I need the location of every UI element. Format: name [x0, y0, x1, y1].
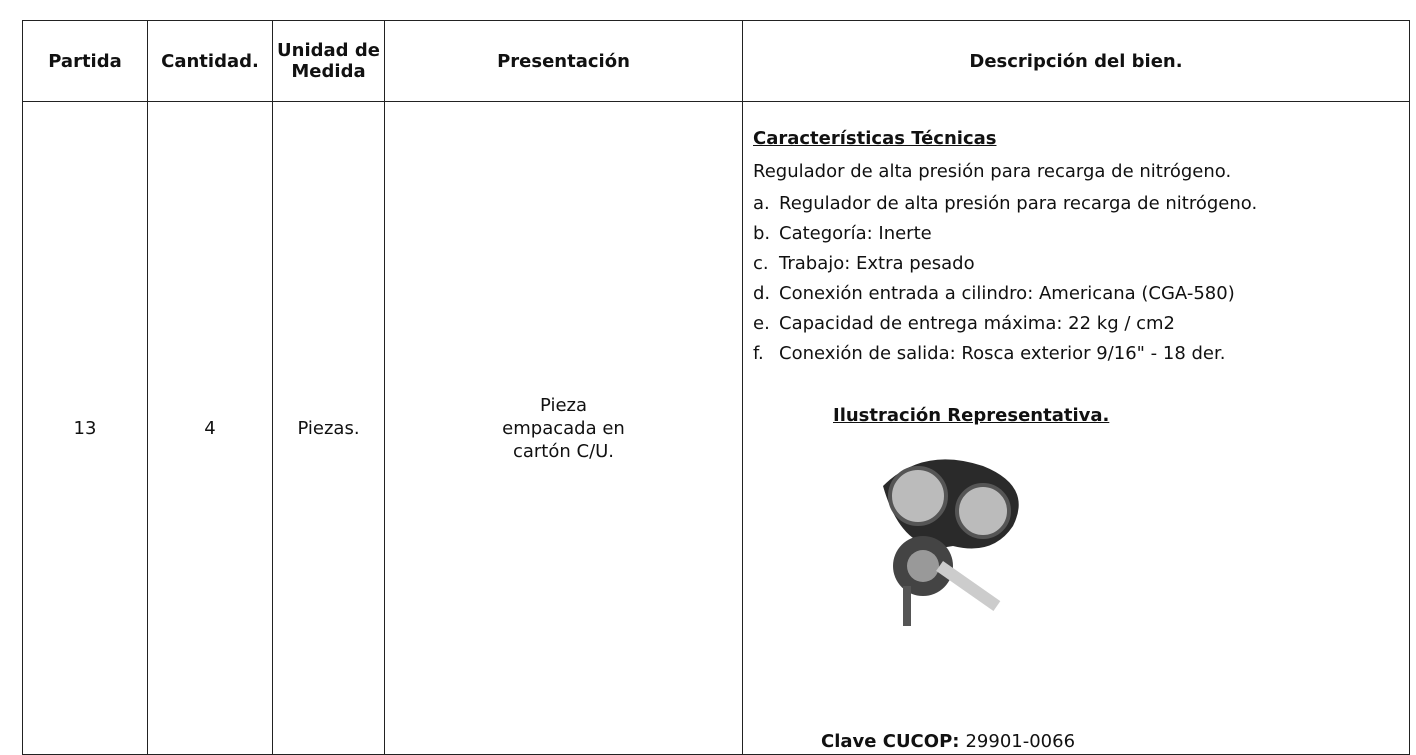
- item: c. Trabajo: Extra pesado: [753, 252, 1395, 275]
- illustration: [883, 459, 1019, 626]
- cell: Piezas.: [272, 101, 385, 755]
- item-text: Trabajo: Extra pesado: [779, 253, 975, 274]
- header-cell: Cantidad.: [147, 20, 273, 102]
- code-value: 29901-0066: [965, 731, 1076, 752]
- presentation: Pieza empacada en cartón C/U.: [502, 394, 625, 462]
- item-marker: b.: [753, 223, 771, 244]
- item: a. Regulador de alta presión para recarga…: [753, 192, 1395, 215]
- header-cell: Unidad de Medida: [272, 20, 385, 102]
- item: b. Categoría: Inerte: [753, 222, 1395, 245]
- item-marker: e.: [753, 313, 770, 334]
- heading: Características Técnicas: [753, 128, 997, 149]
- item-marker: c.: [753, 253, 769, 274]
- header-cell: Descripción del bien.: [742, 20, 1410, 102]
- item-text: Conexión entrada a cilindro: Americana (…: [779, 283, 1235, 304]
- intro: Regulador de alta presión para recarga d…: [753, 161, 1232, 182]
- item-marker: d.: [753, 283, 771, 304]
- cell: Pieza empacada en cartón C/U.: [384, 101, 743, 755]
- body-row: 13 4 Piezas. Pieza empacada en cartón C/…: [22, 101, 1410, 755]
- code-label: Clave CUCOP:: [821, 731, 960, 752]
- item: d. Conexión entrada a cilindro: Americana…: [753, 282, 1395, 305]
- code: Clave CUCOP: 29901-0066: [821, 731, 1075, 752]
- item-text: Categoría: Inerte: [779, 223, 932, 244]
- cell: 4: [147, 101, 273, 755]
- item-text: Regulador de alta presión para recarga d…: [779, 193, 1258, 214]
- header-row: Partida Cantidad. Unidad de Medida Prese…: [22, 20, 1410, 102]
- spec-table: Partida Cantidad. Unidad de Medida Prese…: [22, 20, 1410, 755]
- description-cell: Características Técnicas Regulador de al…: [742, 101, 1410, 755]
- caption: Ilustración Representativa.: [833, 405, 1110, 426]
- item-list: a. Regulador de alta presión para recarga…: [753, 192, 1395, 365]
- header-cell: Partida: [22, 20, 148, 102]
- header-cell: Presentación: [384, 20, 743, 102]
- item: f. Conexión de salida: Rosca exterior 9/1…: [753, 342, 1395, 365]
- item-text: Conexión de salida: Rosca exterior 9/16"…: [779, 343, 1226, 364]
- cell: 13: [22, 101, 148, 755]
- item-text: Capacidad de entrega máxima: 22 kg / cm2: [779, 313, 1176, 334]
- item-marker: a.: [753, 193, 770, 214]
- item: e. Capacidad de entrega máxima: 22 kg / c…: [753, 312, 1395, 335]
- item-marker: f.: [753, 343, 764, 364]
